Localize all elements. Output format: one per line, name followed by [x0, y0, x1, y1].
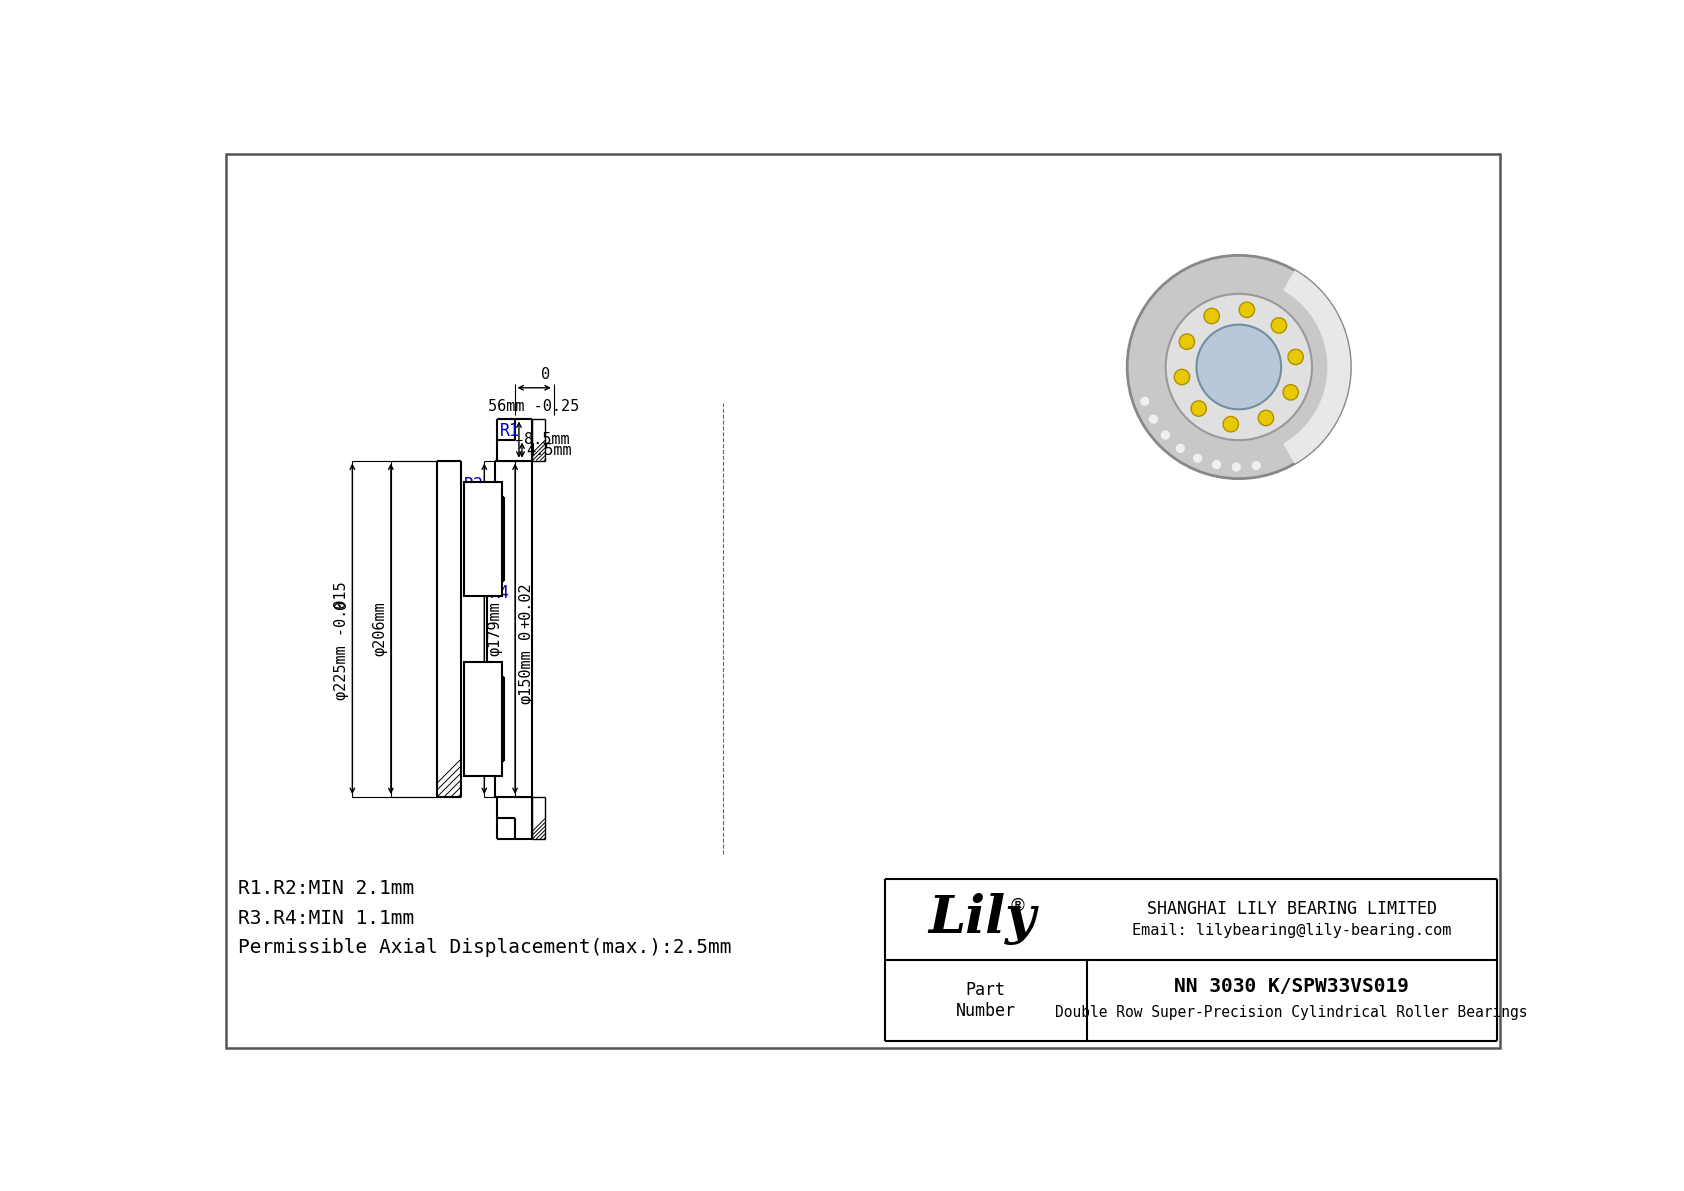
Text: φ206mm: φ206mm: [372, 601, 387, 656]
Text: 0: 0: [519, 630, 534, 640]
Circle shape: [1175, 443, 1186, 453]
Text: Email: lilybearing@lily-bearing.com: Email: lilybearing@lily-bearing.com: [1132, 923, 1452, 937]
Bar: [463, 662, 502, 777]
Wedge shape: [1283, 270, 1351, 463]
Circle shape: [1191, 401, 1206, 416]
Circle shape: [1223, 417, 1238, 432]
Circle shape: [1283, 385, 1298, 400]
Circle shape: [1196, 325, 1282, 410]
Text: R1.R2:MIN 2.1mm: R1.R2:MIN 2.1mm: [237, 879, 414, 898]
Text: NN 3030 K/SPW33VS019: NN 3030 K/SPW33VS019: [1174, 977, 1410, 996]
Circle shape: [1174, 369, 1189, 385]
Text: R2: R2: [465, 475, 485, 493]
Circle shape: [1231, 462, 1241, 472]
Text: φ225mm -0.015: φ225mm -0.015: [333, 581, 349, 700]
Text: +0.02: +0.02: [519, 582, 534, 628]
Text: R4: R4: [490, 584, 510, 601]
Circle shape: [1160, 430, 1170, 439]
Text: ®: ®: [1009, 897, 1027, 915]
Circle shape: [1179, 333, 1194, 349]
Text: 0: 0: [541, 367, 551, 381]
Text: SHANGHAI LILY BEARING LIMITED: SHANGHAI LILY BEARING LIMITED: [1147, 899, 1436, 918]
Circle shape: [1204, 308, 1219, 324]
Text: 4.5mm: 4.5mm: [527, 443, 573, 457]
Circle shape: [1212, 460, 1221, 469]
Circle shape: [1288, 349, 1303, 364]
Text: Double Row Super-Precision Cylindrical Roller Bearings: Double Row Super-Precision Cylindrical R…: [1056, 1005, 1527, 1021]
Text: 8.5mm: 8.5mm: [524, 432, 569, 447]
Circle shape: [1165, 294, 1312, 441]
Text: 0: 0: [333, 600, 349, 610]
Circle shape: [1258, 410, 1273, 425]
Circle shape: [1271, 318, 1287, 333]
Text: φ179mm: φ179mm: [487, 601, 502, 656]
Text: Part
Number: Part Number: [955, 981, 1015, 1019]
Text: φ150mm: φ150mm: [519, 649, 534, 704]
Text: Permissible Axial Displacement(max.):2.5mm: Permissible Axial Displacement(max.):2.5…: [237, 937, 731, 956]
Circle shape: [1251, 461, 1261, 470]
Text: 56mm -0.25: 56mm -0.25: [488, 399, 579, 413]
Circle shape: [1192, 454, 1202, 463]
Circle shape: [1239, 303, 1255, 318]
Circle shape: [1140, 397, 1150, 406]
Text: R3.R4:MIN 1.1mm: R3.R4:MIN 1.1mm: [237, 909, 414, 928]
Text: R3: R3: [465, 560, 485, 578]
Bar: [463, 481, 502, 596]
Circle shape: [1148, 414, 1159, 424]
Text: R1: R1: [500, 422, 520, 439]
Circle shape: [1127, 255, 1351, 479]
Text: Lily: Lily: [928, 893, 1036, 946]
